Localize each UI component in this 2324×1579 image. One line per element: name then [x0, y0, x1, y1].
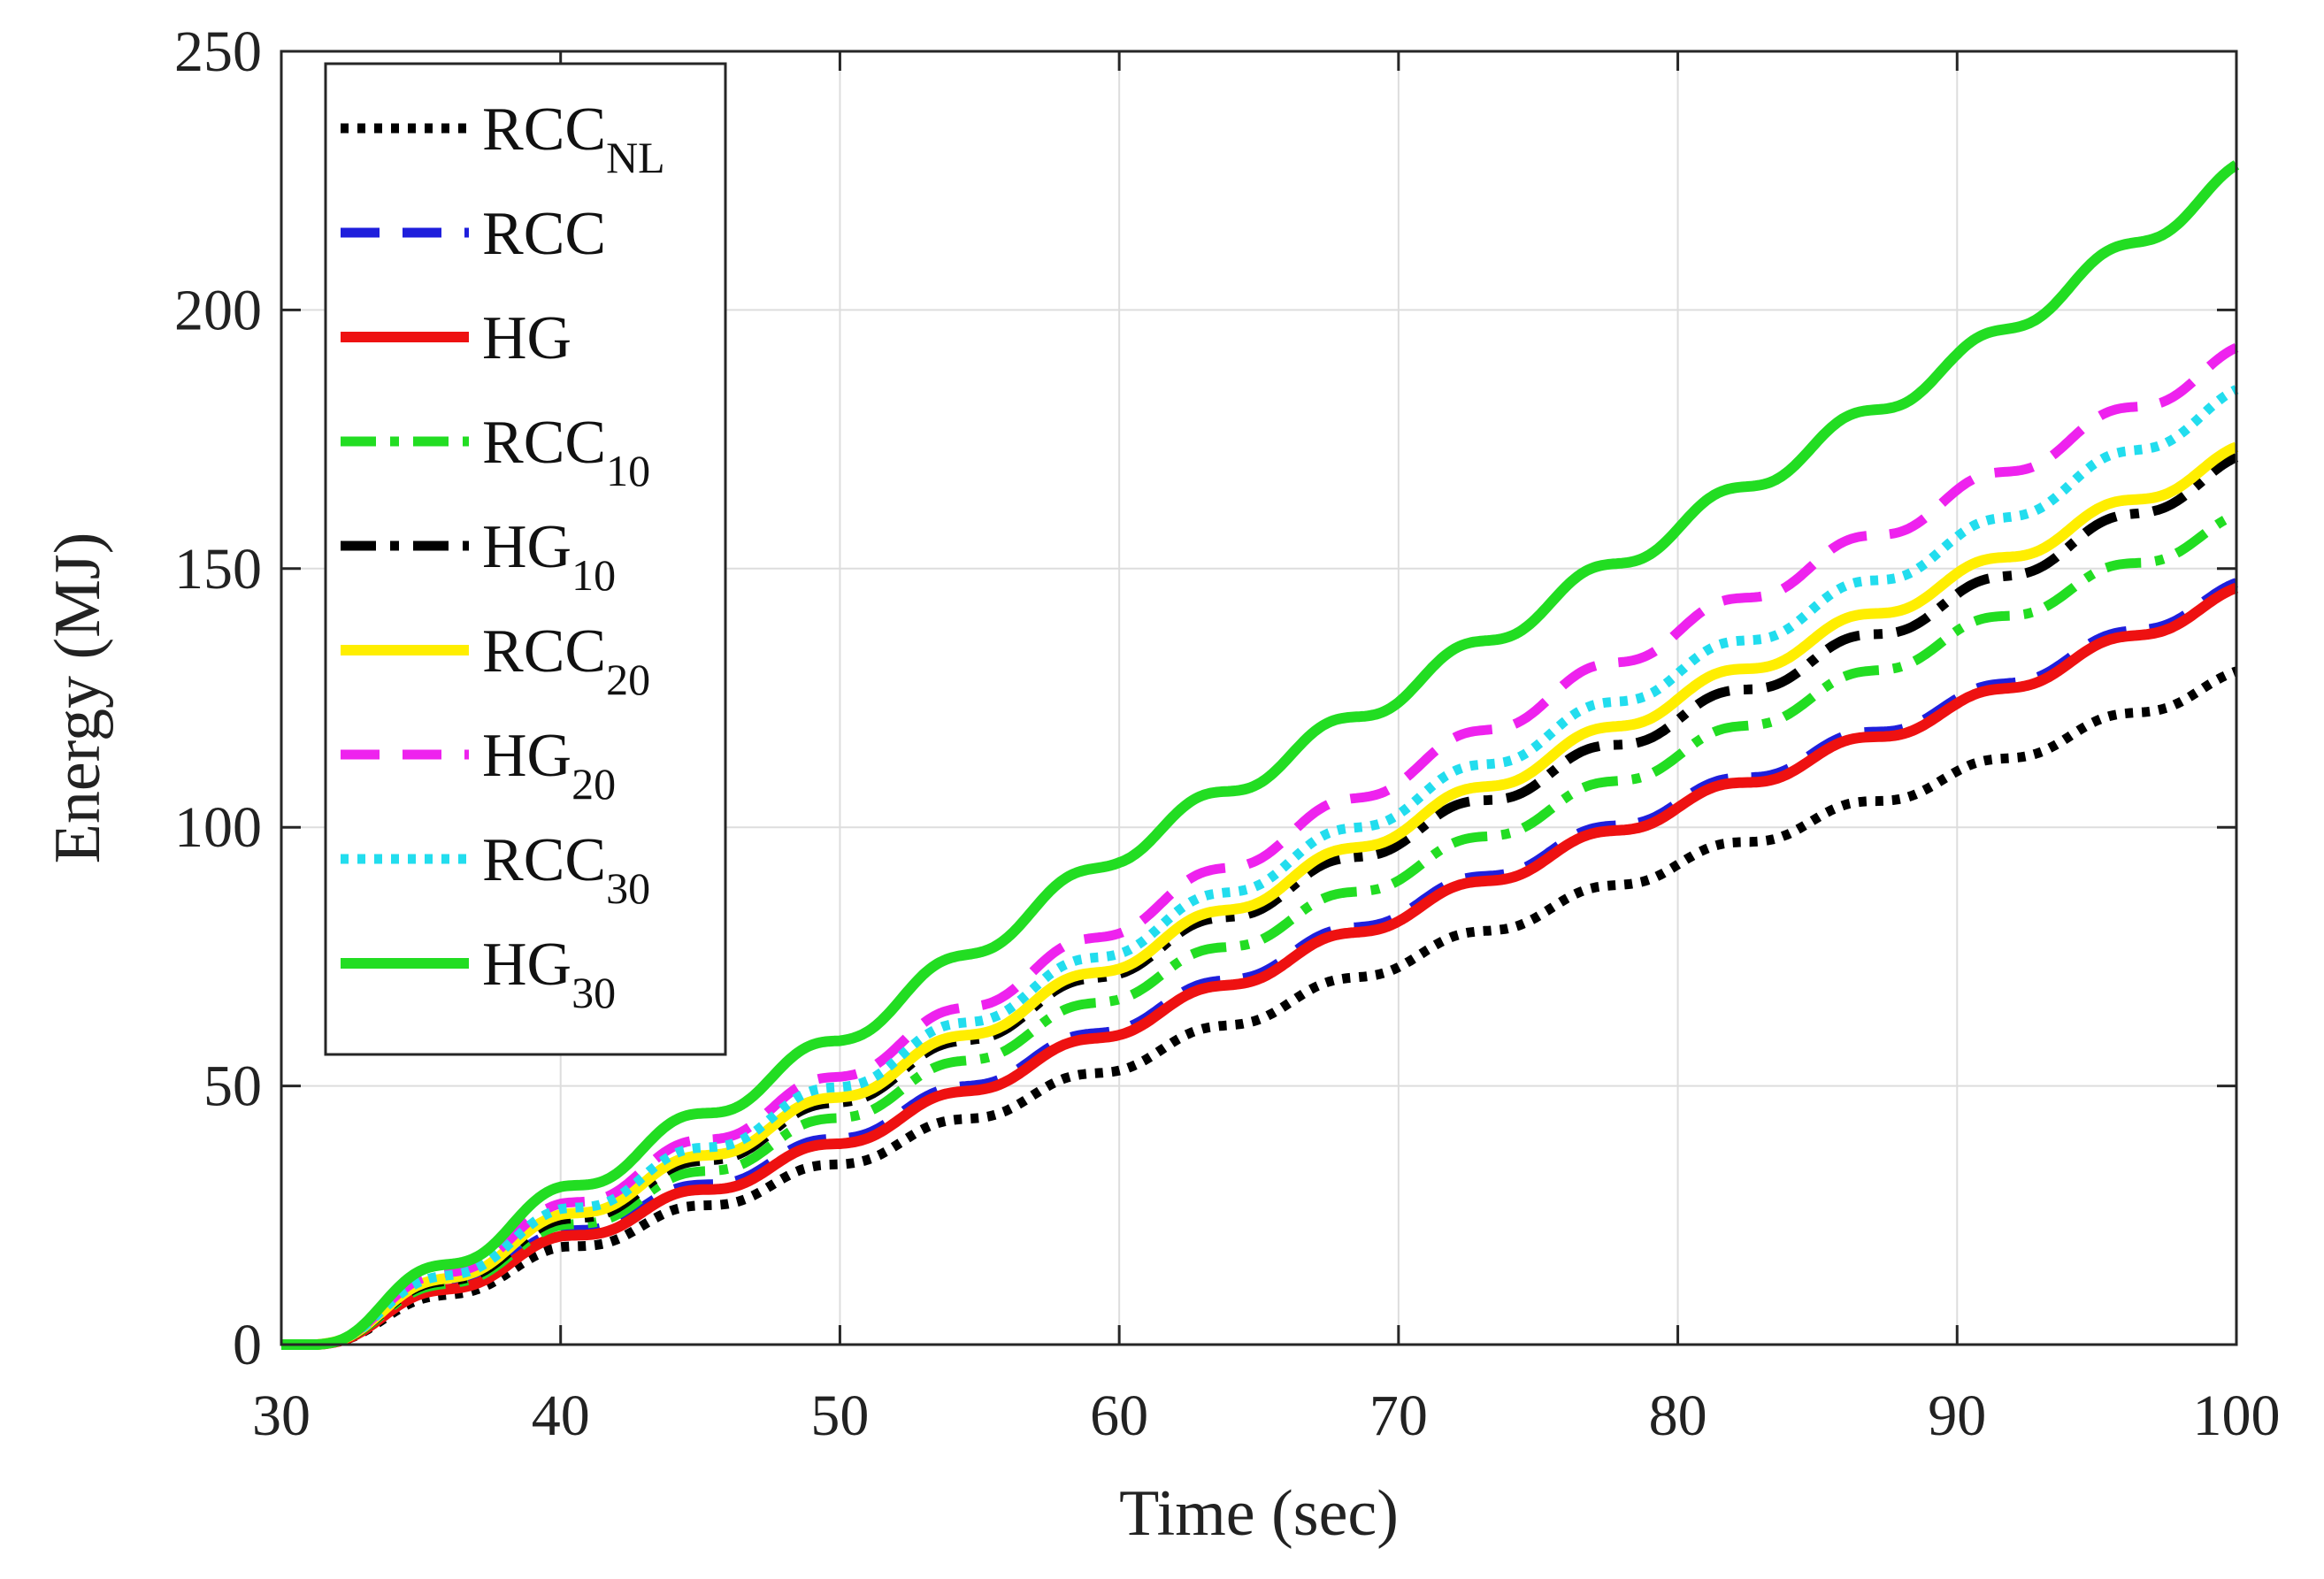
series-line-hg: [279, 582, 2239, 1350]
series-lines: [279, 160, 2240, 1350]
y-tick-label: 100: [174, 795, 262, 860]
legend-label: HG10: [482, 513, 616, 600]
x-tick-label: 60: [1090, 1384, 1148, 1448]
legend-label: RCC20: [482, 617, 650, 704]
x-axis-label: Time (sec): [1119, 1477, 1399, 1550]
x-tick-label: 50: [810, 1384, 869, 1448]
series-line-hg-20: [279, 343, 2239, 1350]
legend-label: HG: [482, 304, 571, 372]
y-axis-label: Energy (MJ): [42, 533, 114, 864]
series-line-rcc-30: [279, 385, 2239, 1350]
series-line-hg-30: [279, 160, 2240, 1350]
y-tick-label: 50: [203, 1054, 262, 1119]
x-tick-label: 40: [532, 1384, 590, 1448]
legend-label: HG20: [482, 722, 616, 809]
series-line-rcc-nl: [279, 666, 2239, 1350]
x-tick-label: 90: [1928, 1384, 1986, 1448]
y-tick-label: 200: [174, 278, 262, 342]
series-line-rcc-20: [279, 441, 2239, 1350]
y-tick-label: 250: [174, 19, 262, 84]
plot-frame: [280, 50, 2238, 1346]
y-tick-labels: 0 50 100 150 200 250: [174, 19, 262, 1377]
legend-label: HG30: [482, 931, 616, 1017]
legend-box: [324, 62, 727, 1056]
legend-label: RCCNL: [482, 96, 665, 182]
x-tick-labels: 30 40 50 60 70 80 90 100: [252, 1384, 2281, 1448]
legend-label: RCC30: [482, 826, 650, 913]
y-tick-label: 150: [174, 537, 262, 602]
y-tick-label: 0: [233, 1313, 262, 1377]
legend: RCCNL RCC HG RCC10 HG10 RCC20 HG20 RCC30 HG30: [324, 62, 727, 1056]
x-tick-label: 30: [252, 1384, 311, 1448]
legend-label: RCC: [482, 200, 606, 268]
legend-label: RCC10: [482, 409, 650, 495]
x-tick-label: 70: [1369, 1384, 1428, 1448]
x-tick-label: 100: [2193, 1384, 2281, 1448]
x-tick-label: 80: [1649, 1384, 1707, 1448]
